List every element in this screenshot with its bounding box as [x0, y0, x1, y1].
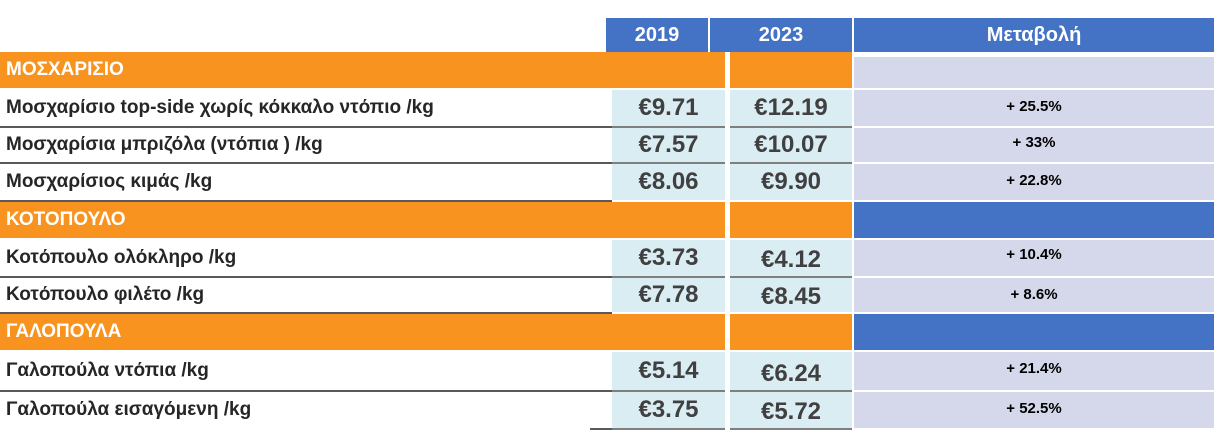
value-divider: [612, 276, 725, 278]
value-2023: €6.24: [730, 352, 852, 390]
row-label: Γαλοπούλα εισαγόμενη /kg: [6, 399, 252, 420]
category-cell-2023: [730, 314, 852, 350]
category-cell-change: [854, 202, 1214, 238]
row-divider: [0, 162, 612, 164]
header-change: Μεταβολή: [854, 18, 1214, 52]
row-divider: [590, 428, 612, 430]
value-2023: €9.90: [730, 164, 852, 200]
row-label: Κοτόπουλο ολόκληρο /kg: [6, 247, 237, 268]
value-2019: €8.06: [612, 164, 725, 200]
value-2019: €5.14: [612, 352, 725, 390]
category-cell-change: [854, 57, 1214, 88]
category-gap: [725, 52, 730, 88]
category-cell-change: [854, 314, 1214, 350]
change-value: + 8.6%: [854, 278, 1214, 312]
change-value: + 33%: [854, 128, 1214, 162]
row-label: Κοτόπουλο φιλέτο /kg: [6, 284, 205, 305]
value-2019: €3.73: [612, 240, 725, 276]
value-divider: [730, 126, 852, 128]
value-2023: €5.72: [730, 392, 852, 428]
header-2023: 2023: [710, 18, 852, 52]
value-2023: €4.12: [730, 240, 852, 276]
header-2019: 2019: [606, 18, 708, 52]
value-divider: [730, 390, 852, 392]
row-divider: [0, 126, 612, 128]
change-value: + 21.4%: [854, 352, 1214, 390]
value-2019: €7.78: [612, 278, 725, 312]
value-2023: €10.07: [730, 128, 852, 162]
row-divider: [0, 200, 612, 202]
value-divider: [730, 162, 852, 164]
category-row-turkey: ΓΑΛΟΠΟΥΛΑ: [0, 314, 725, 350]
value-2023: €8.45: [730, 278, 852, 312]
category-cell-2023: [730, 52, 852, 88]
category-row-chicken: ΚΟΤΟΠΟΥΛΟ: [0, 202, 725, 238]
row-label: Γαλοπούλα ντόπια /kg: [6, 360, 209, 381]
value-divider: [612, 126, 725, 128]
value-divider: [612, 162, 725, 164]
change-value: + 10.4%: [854, 240, 1214, 276]
row-label: Μοσχαρίσια μπριζόλα (ντόπια ) /kg: [6, 134, 323, 155]
value-divider: [612, 428, 725, 430]
value-2019: €7.57: [612, 128, 725, 162]
value-2019: €9.71: [612, 90, 725, 126]
value-2023: €12.19: [730, 90, 852, 126]
row-label: Μοσχαρίσιο top-side χωρίς κόκκαλο ντόπιο…: [6, 97, 434, 118]
value-2019: €3.75: [612, 392, 725, 428]
change-value: + 25.5%: [854, 90, 1214, 126]
category-row-beef: ΜΟΣΧΑΡΙΣΙΟ: [0, 52, 725, 88]
row-label: Μοσχαρίσιος κιμάς /kg: [6, 171, 213, 192]
change-value: + 52.5%: [854, 392, 1214, 428]
row-divider: [0, 312, 612, 314]
row-divider: [0, 390, 612, 392]
value-divider: [612, 390, 725, 392]
category-cell-2023: [730, 202, 852, 238]
value-divider: [730, 428, 852, 430]
value-divider: [730, 276, 852, 278]
row-divider: [0, 276, 612, 278]
change-value: + 22.8%: [854, 164, 1214, 200]
